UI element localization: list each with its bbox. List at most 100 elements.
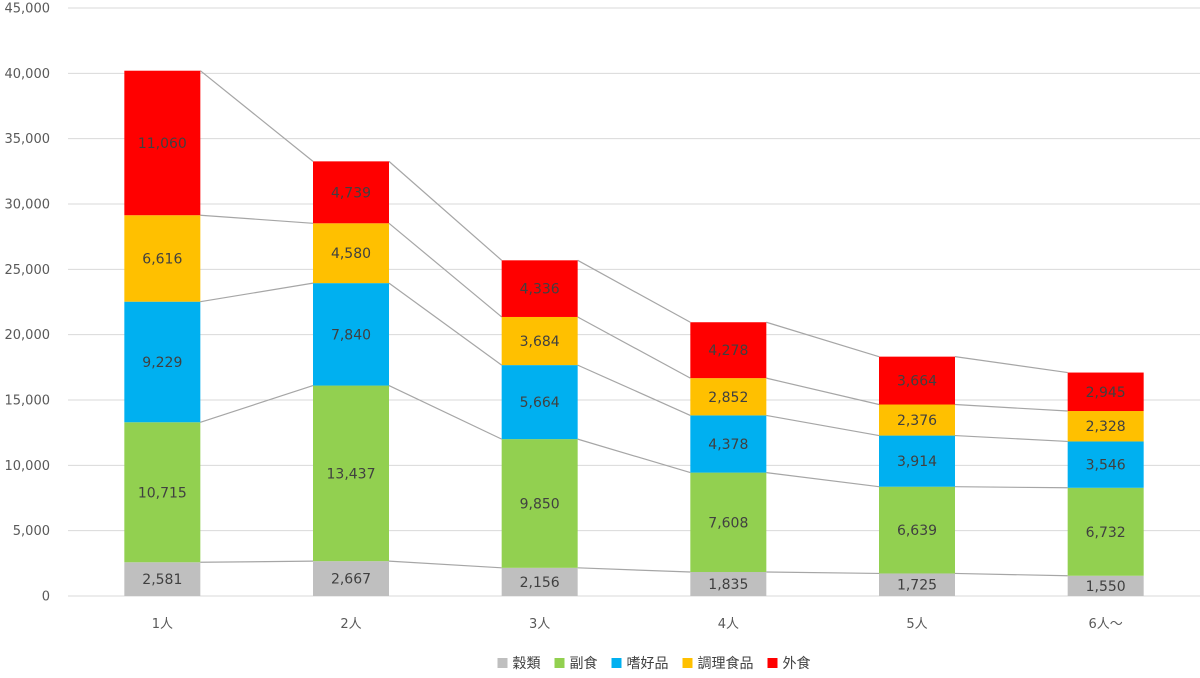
legend-label: 外食 bbox=[783, 655, 811, 672]
series-line bbox=[577, 364, 691, 416]
data-label: 7,608 bbox=[708, 515, 748, 531]
data-label: 4,278 bbox=[708, 343, 748, 359]
legend: 穀類 副食 嗜好品 調理食品 外食 bbox=[497, 655, 811, 672]
data-label: 6,732 bbox=[1086, 525, 1126, 541]
legend-swatch bbox=[554, 658, 565, 668]
bar-segment bbox=[313, 561, 389, 596]
bar-segment bbox=[124, 301, 201, 423]
x-tick-label: 1人 bbox=[152, 617, 173, 632]
series-line bbox=[954, 403, 1068, 412]
bar-segment bbox=[501, 365, 578, 440]
data-label: 2,156 bbox=[520, 575, 560, 591]
data-label: 3,664 bbox=[897, 374, 937, 390]
data-label: 2,945 bbox=[1086, 385, 1126, 401]
legend-swatch bbox=[611, 658, 622, 668]
series-line bbox=[388, 160, 503, 261]
series-line bbox=[200, 214, 314, 224]
data-label: 2,667 bbox=[331, 572, 371, 588]
data-label: 2,852 bbox=[708, 390, 748, 406]
legend-label: 副食 bbox=[570, 655, 598, 672]
data-label: 4,739 bbox=[331, 185, 371, 201]
data-label: 9,850 bbox=[520, 496, 560, 512]
bar-segment bbox=[501, 567, 578, 596]
gridlines bbox=[68, 7, 1200, 597]
series-line bbox=[954, 356, 1068, 374]
data-label: 3,684 bbox=[520, 334, 560, 350]
series-line bbox=[577, 567, 691, 573]
y-tick-label: 20,000 bbox=[5, 328, 51, 343]
bar-segment bbox=[690, 472, 767, 573]
legend-label: 嗜好品 bbox=[627, 656, 669, 672]
bar-segment bbox=[879, 404, 955, 436]
bar-segment bbox=[1067, 411, 1144, 442]
bar-segment bbox=[124, 215, 201, 302]
data-label: 3,914 bbox=[897, 454, 937, 470]
bar-segment bbox=[1067, 372, 1144, 412]
series-line bbox=[388, 222, 503, 318]
x-tick-label: 3人 bbox=[529, 617, 550, 632]
series-line bbox=[766, 377, 880, 406]
y-tick-label: 45,000 bbox=[5, 2, 51, 17]
bar-segment bbox=[690, 572, 767, 596]
y-tick-label: 15,000 bbox=[5, 394, 51, 409]
x-tick-label: 6人〜 bbox=[1089, 617, 1123, 632]
series-line bbox=[200, 560, 314, 563]
data-label: 6,616 bbox=[142, 251, 182, 267]
bar-segment bbox=[124, 422, 201, 563]
bar-segment bbox=[690, 415, 767, 473]
legend-swatch bbox=[767, 658, 778, 668]
bar-segment bbox=[501, 260, 578, 317]
data-labels: 2,581 10,715 9,229 6,616 11,060 2,667 13,437 7,… bbox=[138, 136, 1126, 595]
series-line bbox=[766, 472, 880, 488]
y-tick-label: 5,000 bbox=[13, 524, 50, 539]
bar-segment bbox=[124, 562, 201, 596]
bar-segment bbox=[501, 316, 578, 366]
bar-segment bbox=[879, 573, 955, 596]
series-line bbox=[766, 321, 880, 358]
legend-label: 調理食品 bbox=[698, 655, 754, 672]
series-line bbox=[200, 282, 314, 303]
data-label: 7,840 bbox=[331, 327, 371, 343]
y-tick-label: 0 bbox=[42, 590, 50, 605]
x-tick-label: 5人 bbox=[906, 617, 927, 632]
bar-segment bbox=[1067, 487, 1144, 576]
bar-segment bbox=[313, 283, 389, 386]
bar-segment bbox=[690, 322, 767, 379]
bar-segment bbox=[879, 356, 955, 405]
legend-swatch bbox=[682, 658, 693, 668]
bar-segment bbox=[124, 70, 201, 216]
data-label: 5,664 bbox=[520, 395, 560, 411]
bar-segment bbox=[1067, 441, 1144, 488]
series-line bbox=[577, 438, 691, 474]
x-tick-label: 4人 bbox=[718, 617, 739, 632]
data-label: 13,437 bbox=[327, 466, 376, 482]
bar-segment bbox=[501, 439, 578, 568]
y-tick-label: 35,000 bbox=[5, 132, 51, 147]
series-line bbox=[388, 560, 502, 569]
series-line bbox=[388, 385, 502, 440]
y-tick-label: 25,000 bbox=[5, 263, 51, 278]
data-label: 9,229 bbox=[142, 355, 182, 371]
series-line bbox=[199, 70, 314, 162]
data-label: 4,580 bbox=[331, 246, 371, 262]
data-label: 2,328 bbox=[1086, 419, 1126, 435]
series-lines bbox=[199, 70, 1068, 577]
bar-segment bbox=[313, 223, 389, 284]
bar-segment bbox=[690, 378, 767, 416]
data-label: 4,336 bbox=[520, 282, 560, 298]
bar-segment bbox=[879, 486, 955, 574]
bar-segment bbox=[1067, 575, 1144, 596]
series-line bbox=[577, 259, 691, 323]
series-line bbox=[766, 414, 880, 437]
series-line bbox=[388, 282, 503, 366]
data-label: 1,835 bbox=[708, 577, 748, 593]
bars bbox=[124, 70, 1144, 596]
bar-segment bbox=[313, 161, 389, 224]
series-line bbox=[954, 434, 1068, 443]
y-tick-label: 30,000 bbox=[5, 198, 51, 213]
data-label: 3,546 bbox=[1086, 458, 1126, 474]
x-axis: 1人 2人 3人 4人 5人 6人〜 bbox=[152, 617, 1123, 632]
data-label: 10,715 bbox=[138, 485, 187, 501]
data-label: 2,581 bbox=[142, 572, 182, 588]
